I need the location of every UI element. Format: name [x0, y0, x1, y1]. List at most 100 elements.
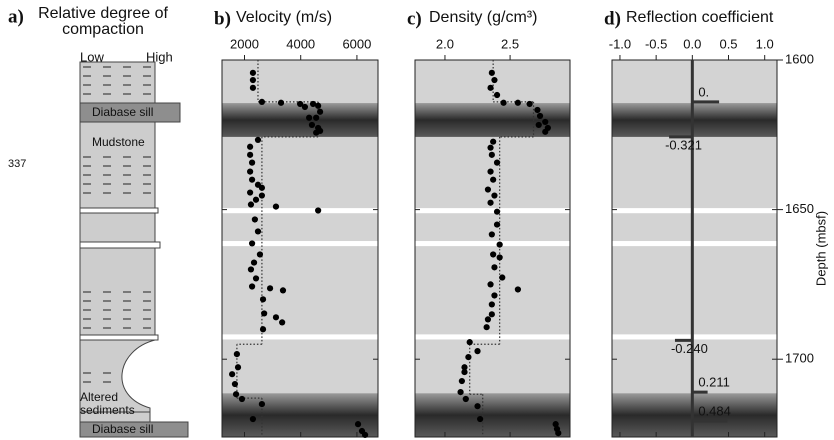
unit-label: Altered sediments — [80, 391, 135, 417]
data-point — [488, 301, 495, 308]
data-point — [247, 143, 254, 150]
dash-fill — [80, 150, 155, 200]
lithology-column — [79, 61, 189, 438]
data-point — [279, 319, 286, 326]
vein-zone — [222, 241, 378, 247]
data-point — [552, 421, 559, 428]
vein-zone — [222, 208, 378, 214]
data-point — [493, 91, 501, 99]
data-point — [500, 99, 507, 106]
data-point — [542, 128, 549, 135]
data-point — [534, 106, 541, 114]
x-tick-label: -1.0 — [609, 36, 631, 51]
panel-title: Reflection coefficient — [626, 9, 774, 26]
panel-frame — [414, 59, 571, 438]
data-point — [249, 415, 257, 423]
data-point — [229, 371, 236, 378]
dash-fill — [80, 66, 155, 98]
data-point — [256, 251, 264, 258]
data-point — [488, 231, 495, 238]
data-point — [249, 69, 257, 76]
x-tick-label: 0.0 — [683, 36, 701, 51]
data-point — [313, 129, 320, 136]
data-point — [297, 100, 304, 108]
value-label: 0.211 — [698, 375, 730, 390]
panel-frame — [611, 59, 778, 438]
data-point — [535, 121, 542, 129]
bar — [674, 338, 693, 342]
data-point — [248, 283, 256, 290]
data-point — [542, 118, 549, 126]
data-point — [484, 316, 492, 323]
data-point — [488, 69, 495, 76]
unit-label-box: Altered sediments — [80, 391, 135, 417]
vein-zone — [612, 208, 777, 214]
y-tick-label: 1600 — [785, 51, 814, 66]
data-point — [277, 99, 285, 106]
data-point — [493, 159, 501, 166]
panel-letter: b) — [214, 8, 231, 29]
vein-zone — [415, 208, 570, 214]
data-point — [248, 240, 256, 247]
data-point — [461, 368, 468, 376]
data-point — [248, 176, 256, 183]
data-point — [484, 186, 492, 193]
data-point — [259, 296, 267, 303]
sill-box — [79, 421, 189, 438]
panel-letter: a) — [8, 6, 24, 27]
data-point — [251, 216, 258, 223]
data-point — [361, 431, 369, 439]
data-point — [247, 151, 254, 158]
data-point — [266, 285, 274, 292]
scale-high: High — [146, 49, 173, 64]
data-point — [238, 395, 246, 403]
unit-label: Diabase sill — [92, 422, 153, 436]
data-point — [487, 199, 494, 206]
data-point — [247, 201, 255, 208]
data-point — [490, 176, 497, 183]
data-point — [354, 421, 362, 428]
data-point — [487, 144, 494, 151]
x-tick-label: 0.5 — [719, 36, 737, 51]
data-point — [491, 76, 498, 84]
vein-zone — [612, 334, 777, 340]
vein-zone — [612, 241, 777, 247]
unit-label: Diabase sill — [92, 105, 153, 119]
data-point — [488, 311, 495, 318]
sill-zone — [612, 103, 777, 137]
y-tick-label: 1650 — [785, 201, 814, 216]
data-point — [465, 354, 472, 361]
panel-letter: d) — [604, 8, 621, 29]
dash-fill — [82, 372, 112, 390]
data-point — [247, 266, 255, 273]
data-point — [258, 192, 266, 199]
data-point — [487, 281, 494, 288]
y-tick-label: 1700 — [785, 351, 814, 366]
data-point — [457, 389, 464, 396]
scale-low: Low — [80, 49, 104, 64]
data-point — [259, 326, 267, 333]
data-point — [526, 100, 533, 108]
data-point — [483, 324, 490, 331]
data-point — [536, 112, 544, 120]
lithology-title: Relative degree of compaction — [38, 6, 168, 38]
data-point — [474, 348, 481, 355]
sill-zone — [222, 103, 378, 137]
sill-zone — [415, 393, 570, 437]
data-point — [252, 196, 260, 203]
data-point — [490, 138, 497, 145]
data-point — [466, 339, 473, 346]
value-label: 0.484 — [698, 404, 731, 419]
data-point — [487, 168, 494, 175]
data-point — [232, 391, 240, 398]
data-point — [514, 286, 521, 293]
dash-fill — [80, 288, 155, 332]
data-point — [254, 136, 262, 143]
data-point — [491, 292, 498, 299]
x-tick-label: 1.0 — [756, 36, 774, 51]
vein — [79, 334, 159, 341]
data-point — [458, 377, 465, 385]
data-point — [491, 192, 498, 199]
data-point — [248, 159, 256, 166]
